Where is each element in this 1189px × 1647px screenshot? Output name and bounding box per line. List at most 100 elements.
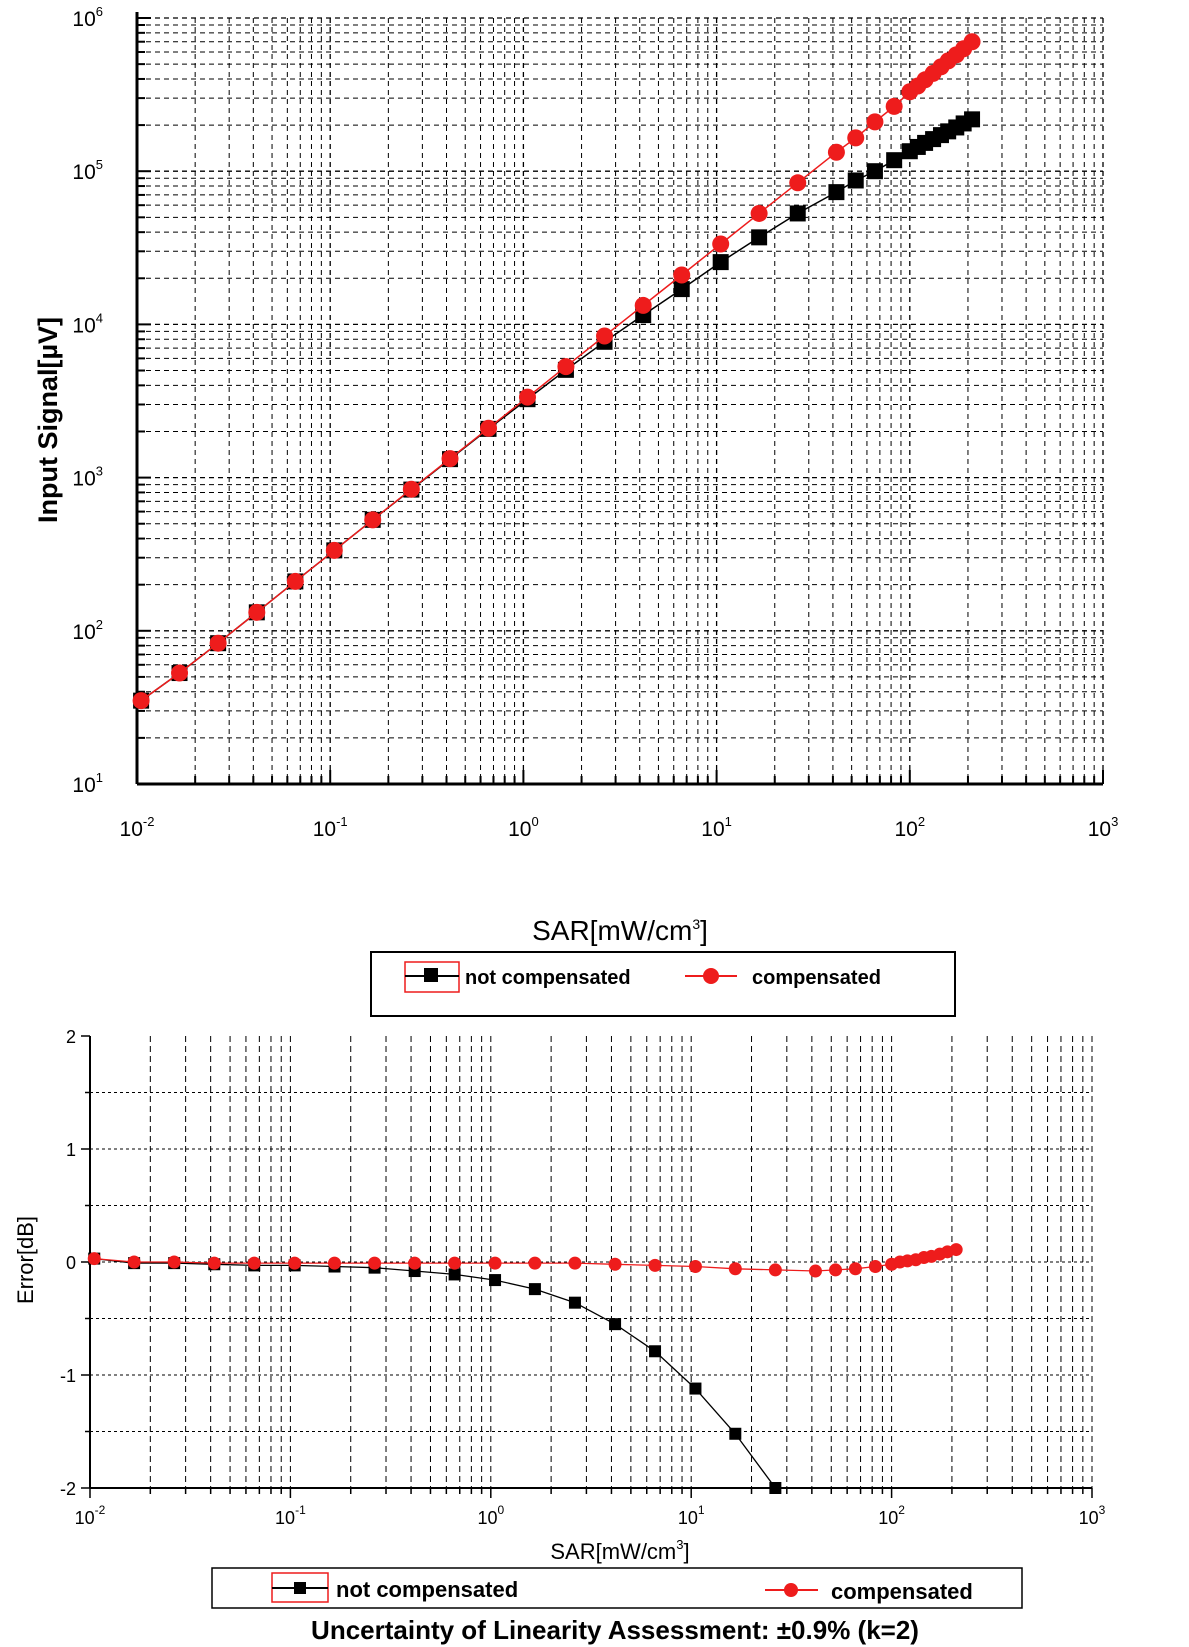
data-point-compensated bbox=[673, 266, 691, 284]
data-point-compensated bbox=[768, 1263, 782, 1277]
data-point-compensated bbox=[288, 1256, 302, 1270]
data-point-compensated bbox=[829, 1263, 843, 1277]
data-point-compensated bbox=[750, 204, 768, 222]
data-point-compensated bbox=[364, 511, 382, 529]
data-point-compensated bbox=[248, 603, 266, 621]
data-point-not-compensated bbox=[769, 1482, 782, 1494]
series-line-not-compensated bbox=[94, 1257, 776, 1489]
data-point-not-compensated bbox=[847, 172, 864, 189]
data-point-not-compensated bbox=[866, 163, 883, 180]
y-tick-label: 102 bbox=[72, 617, 103, 644]
x-tick-label: 101 bbox=[701, 814, 732, 841]
series-line-not-compensated bbox=[140, 118, 973, 702]
y-tick-label: 101 bbox=[72, 770, 103, 797]
data-point-not-compensated bbox=[448, 1268, 461, 1281]
data-point-compensated bbox=[728, 1262, 742, 1276]
data-point-compensated bbox=[808, 1264, 822, 1278]
error-chart-x-axis-title: SAR[mW/cm3] bbox=[550, 1537, 689, 1564]
data-point-compensated bbox=[448, 1256, 462, 1270]
y-tick-label: 2 bbox=[66, 1027, 76, 1047]
data-point-compensated bbox=[568, 1256, 582, 1270]
legend-marker-compensated bbox=[784, 1583, 798, 1597]
data-point-not-compensated bbox=[528, 1283, 541, 1296]
legend-marker-not-compensated bbox=[424, 968, 438, 982]
data-point-compensated bbox=[171, 664, 189, 682]
data-point-compensated bbox=[848, 1262, 862, 1276]
legend-box bbox=[370, 951, 956, 1017]
signal-chart-x-axis-title: SAR[mW/cm3] bbox=[532, 915, 708, 946]
data-point-compensated bbox=[368, 1256, 382, 1270]
error-chart-series bbox=[87, 1243, 963, 1494]
legend-label-compensated: compensated bbox=[831, 1579, 973, 1604]
error-chart-y-axis-title: Error[dB] bbox=[13, 1216, 38, 1304]
data-point-compensated bbox=[286, 572, 304, 590]
data-point-compensated bbox=[207, 1256, 221, 1270]
y-tick-label: 105 bbox=[72, 157, 103, 184]
y-tick-label: 103 bbox=[72, 464, 103, 491]
data-point-compensated bbox=[247, 1256, 261, 1270]
data-point-compensated bbox=[634, 296, 652, 314]
data-point-compensated bbox=[480, 419, 498, 437]
data-point-not-compensated bbox=[489, 1274, 502, 1287]
data-point-compensated bbox=[132, 692, 150, 710]
data-point-compensated bbox=[866, 113, 884, 131]
x-tick-label: 102 bbox=[878, 1503, 905, 1528]
data-point-compensated bbox=[518, 388, 536, 406]
signal-chart-legend: not compensated compensated bbox=[370, 951, 956, 1017]
x-tick-label: 103 bbox=[1088, 814, 1119, 841]
error-chart-legend: not compensated compensated bbox=[211, 1567, 1023, 1609]
data-point-compensated bbox=[885, 97, 903, 115]
data-point-compensated bbox=[87, 1252, 101, 1266]
data-point-not-compensated bbox=[609, 1318, 622, 1331]
data-point-compensated bbox=[648, 1258, 662, 1272]
data-point-compensated bbox=[557, 358, 575, 376]
x-tick-label: 10-2 bbox=[120, 814, 155, 841]
data-point-compensated bbox=[712, 235, 730, 253]
data-point-compensated bbox=[963, 33, 981, 51]
x-tick-label: 101 bbox=[678, 1503, 705, 1528]
data-point-compensated bbox=[596, 327, 614, 345]
signal-chart-tick-labels: 10-2 10-1 100 101 102 103 101 102 103 104 105 106 bbox=[72, 4, 1118, 841]
data-point-compensated bbox=[827, 143, 845, 161]
signal-chart-series bbox=[132, 33, 981, 710]
signal-chart-y-axis-title: Input Signal[µV] bbox=[33, 317, 63, 523]
data-point-compensated bbox=[441, 450, 459, 468]
data-point-not-compensated bbox=[964, 111, 981, 128]
data-point-compensated bbox=[328, 1256, 342, 1270]
x-tick-label: 102 bbox=[895, 814, 926, 841]
signal-chart: 10-2 10-1 100 101 102 103 101 102 103 104 105 106 I… bbox=[33, 4, 1118, 1017]
x-tick-label: 10-1 bbox=[313, 814, 348, 841]
data-point-not-compensated bbox=[568, 1296, 581, 1309]
data-point-compensated bbox=[402, 480, 420, 498]
signal-chart-grid bbox=[137, 17, 1104, 784]
y-tick-label: 0 bbox=[66, 1253, 76, 1273]
signal-chart-axes bbox=[135, 12, 1104, 786]
data-point-not-compensated bbox=[673, 281, 690, 298]
x-tick-label: 10-2 bbox=[75, 1503, 106, 1528]
y-tick-label: 106 bbox=[72, 4, 103, 31]
legend-marker-not-compensated bbox=[294, 1582, 306, 1594]
legend-box bbox=[211, 1567, 1023, 1609]
data-point-compensated bbox=[868, 1260, 882, 1274]
x-tick-label: 10-1 bbox=[275, 1503, 306, 1528]
x-tick-label: 103 bbox=[1079, 1503, 1106, 1528]
data-point-not-compensated bbox=[689, 1382, 702, 1395]
data-point-not-compensated bbox=[828, 184, 845, 201]
legend-label-compensated: compensated bbox=[752, 967, 881, 989]
data-point-compensated bbox=[608, 1257, 622, 1271]
series-line-compensated bbox=[94, 1248, 957, 1272]
data-point-compensated bbox=[209, 634, 227, 652]
series-line-compensated bbox=[140, 41, 973, 702]
data-point-compensated bbox=[488, 1256, 502, 1270]
data-point-not-compensated bbox=[649, 1345, 662, 1358]
data-point-not-compensated bbox=[751, 229, 768, 246]
error-chart-grid bbox=[90, 1036, 1093, 1488]
y-tick-label: -2 bbox=[60, 1479, 76, 1499]
data-point-compensated bbox=[688, 1260, 702, 1274]
legend-label-not-compensated: not compensated bbox=[336, 1577, 518, 1602]
y-tick-label: 104 bbox=[72, 310, 103, 337]
data-point-compensated bbox=[789, 174, 807, 192]
